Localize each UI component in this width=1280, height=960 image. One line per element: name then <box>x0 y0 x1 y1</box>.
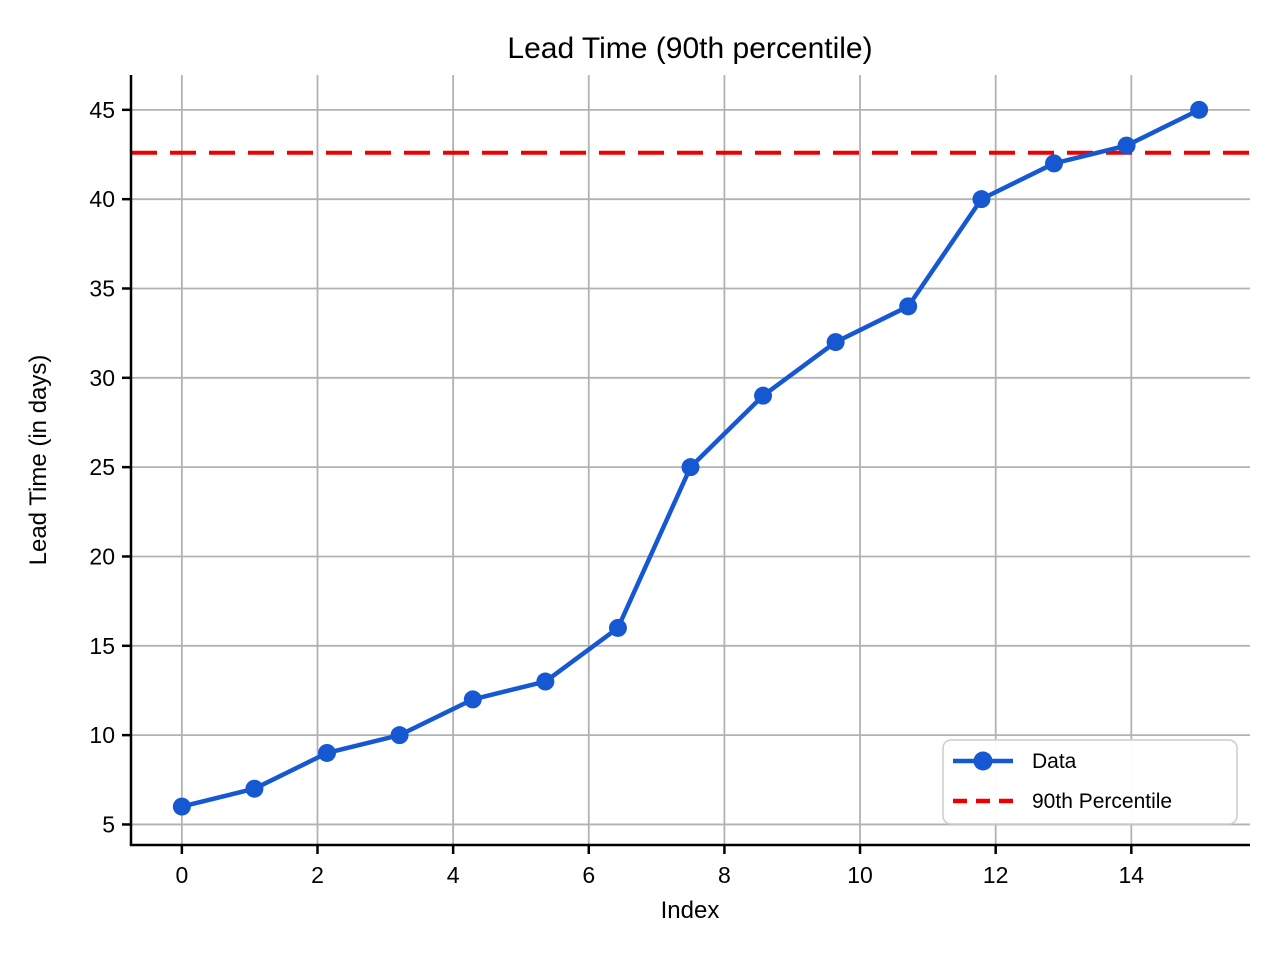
y-tick-label-30: 30 <box>89 365 115 391</box>
chart-title: Lead Time (90th percentile) <box>507 32 872 65</box>
x-tick-label-2: 2 <box>311 862 324 888</box>
data-series-layer <box>172 100 1209 816</box>
data-point-1 <box>245 779 264 798</box>
data-point-7 <box>681 458 700 477</box>
y-tick-label-5: 5 <box>102 811 115 837</box>
y-tick-label-45: 45 <box>89 97 115 123</box>
data-point-3 <box>390 726 409 745</box>
legend-item-data: Data <box>953 750 1077 773</box>
data-point-6 <box>608 618 627 637</box>
x-tick-label-0: 0 <box>175 862 188 888</box>
legend-item-percentile: 90th Percentile <box>953 790 1172 813</box>
y-tick-label-10: 10 <box>89 722 115 748</box>
x-tick-label-12: 12 <box>983 862 1009 888</box>
y-tick-label-40: 40 <box>89 186 115 212</box>
data-point-11 <box>972 190 991 209</box>
tick-marks-layer <box>122 108 1133 854</box>
x-axis-label: Index <box>661 897 720 924</box>
y-tick-label-25: 25 <box>89 454 115 480</box>
data-point-12 <box>1045 154 1064 173</box>
data-point-2 <box>317 743 336 762</box>
y-tick-label-20: 20 <box>89 543 115 569</box>
x-tick-label-10: 10 <box>847 862 873 888</box>
x-tick-label-8: 8 <box>718 862 731 888</box>
legend-data-marker-icon <box>973 751 993 771</box>
data-point-13 <box>1117 136 1136 155</box>
legend-percentile-label: 90th Percentile <box>1032 790 1172 813</box>
data-point-8 <box>754 386 773 405</box>
x-tick-label-4: 4 <box>447 862 460 888</box>
legend-data-label: Data <box>1032 750 1077 773</box>
legend-box <box>942 739 1238 825</box>
data-point-4 <box>463 690 482 709</box>
tick-labels-layer: 0 2 4 6 8 10 12 14 5 10 15 20 25 30 35 40 45 <box>89 97 1144 888</box>
data-point-9 <box>826 333 845 352</box>
data-point-5 <box>536 672 555 691</box>
data-point-14 <box>1190 100 1209 119</box>
data-point-10 <box>899 297 918 316</box>
x-tick-label-6: 6 <box>582 862 595 888</box>
y-axis-label: Lead Time (in days) <box>25 355 52 566</box>
y-tick-label-35: 35 <box>89 275 115 301</box>
legend: Data 90th Percentile <box>942 739 1238 825</box>
data-point-0 <box>172 797 191 816</box>
y-tick-label-15: 15 <box>89 633 115 659</box>
x-tick-label-14: 14 <box>1119 862 1145 888</box>
